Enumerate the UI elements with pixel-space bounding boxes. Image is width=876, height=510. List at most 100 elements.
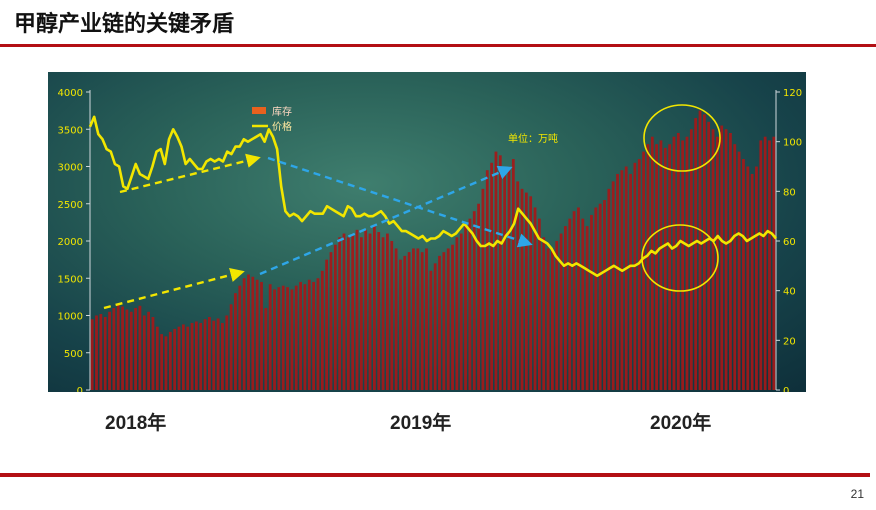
inventory-bar bbox=[486, 170, 489, 390]
inventory-bar bbox=[768, 140, 771, 390]
inventory-bar bbox=[225, 316, 228, 391]
inventory-bar bbox=[599, 204, 602, 390]
inventory-bar bbox=[729, 133, 732, 390]
left-axis-tick-label: 2500 bbox=[58, 200, 83, 211]
legend-label-inventory: 库存 bbox=[272, 105, 292, 118]
inventory-bar bbox=[429, 271, 432, 390]
inventory-bar bbox=[620, 170, 623, 390]
inventory-bar bbox=[369, 234, 372, 390]
inventory-bar bbox=[104, 317, 107, 390]
left-axis-tick-label: 3500 bbox=[58, 125, 83, 136]
inventory-bar bbox=[607, 189, 610, 390]
inventory-bar bbox=[321, 271, 324, 390]
inventory-bar bbox=[586, 226, 589, 390]
inventory-bar bbox=[503, 174, 506, 390]
inventory-bar bbox=[273, 289, 276, 390]
inventory-bar bbox=[364, 230, 367, 390]
inventory-bar bbox=[681, 140, 684, 390]
inventory-bar bbox=[325, 260, 328, 390]
inventory-bar bbox=[560, 234, 563, 390]
inventory-bar bbox=[442, 252, 445, 390]
inventory-bar bbox=[477, 204, 480, 390]
inventory-bar bbox=[581, 219, 584, 390]
footer-divider bbox=[0, 473, 870, 477]
inventory-bar bbox=[121, 307, 124, 390]
inventory-bar bbox=[616, 174, 619, 390]
inventory-bar bbox=[195, 321, 198, 390]
inventory-bar bbox=[91, 319, 94, 390]
inventory-bar bbox=[495, 152, 498, 390]
inventory-bar bbox=[178, 327, 181, 390]
inventory-bar bbox=[108, 312, 111, 390]
left-axis-tick-label: 4000 bbox=[58, 88, 83, 99]
inventory-bar bbox=[191, 323, 194, 390]
inventory-bar bbox=[647, 144, 650, 390]
inventory-bar bbox=[238, 286, 241, 390]
inventory-bar bbox=[260, 282, 263, 390]
inventory-bar bbox=[455, 237, 458, 390]
inventory-price-chart: 0 500 1000 1500 2000 2500 3000 3500 4000 0 20 40 60… bbox=[48, 72, 806, 392]
inventory-bar bbox=[338, 237, 341, 390]
inventory-bar bbox=[577, 207, 580, 390]
inventory-bar bbox=[299, 282, 302, 390]
inventory-bar bbox=[208, 317, 211, 390]
year-label-2018: 2018年 bbox=[105, 408, 166, 435]
inventory-bar bbox=[590, 215, 593, 390]
inventory-bar bbox=[412, 248, 415, 390]
inventory-bar bbox=[408, 252, 411, 390]
inventory-bar bbox=[304, 284, 307, 390]
inventory-bar bbox=[139, 306, 142, 390]
inventory-bar bbox=[499, 155, 502, 390]
left-axis-tick-label: 500 bbox=[64, 349, 83, 360]
inventory-bar bbox=[759, 140, 762, 390]
inventory-bar bbox=[247, 275, 250, 390]
right-axis-tick-label: 0 bbox=[783, 386, 789, 392]
inventory-bar bbox=[564, 226, 567, 390]
inventory-bar bbox=[521, 189, 524, 390]
inventory-bar bbox=[221, 323, 224, 390]
inventory-bar bbox=[199, 323, 202, 390]
inventory-bar bbox=[634, 163, 637, 390]
left-axis-tick-label: 3000 bbox=[58, 163, 83, 174]
inventory-bar bbox=[525, 193, 528, 390]
inventory-bar bbox=[286, 287, 289, 390]
inventory-bar bbox=[317, 278, 320, 390]
inventory-bar bbox=[173, 329, 176, 390]
inventory-bar bbox=[542, 237, 545, 390]
inventory-bar bbox=[156, 327, 159, 390]
inventory-bar bbox=[746, 167, 749, 391]
inventory-bar bbox=[668, 144, 671, 390]
inventory-bar bbox=[434, 263, 437, 390]
inventory-bar bbox=[282, 286, 285, 390]
inventory-bar bbox=[399, 260, 402, 390]
inventory-bar bbox=[334, 245, 337, 390]
inventory-bar bbox=[147, 312, 150, 390]
left-axis-tick-label: 2000 bbox=[58, 237, 83, 248]
inventory-bar bbox=[95, 316, 98, 391]
inventory-bar bbox=[351, 234, 354, 390]
right-axis-tick-label: 60 bbox=[783, 237, 796, 248]
inventory-bars bbox=[91, 111, 775, 390]
inventory-bar bbox=[742, 159, 745, 390]
inventory-bar bbox=[555, 241, 558, 390]
inventory-bar bbox=[686, 137, 689, 390]
chart-panel: 0 500 1000 1500 2000 2500 3000 3500 4000 0 20 40 60… bbox=[48, 72, 806, 392]
unit-note: 单位：万吨 bbox=[508, 132, 558, 145]
inventory-bar bbox=[152, 317, 155, 390]
inventory-bar bbox=[160, 334, 163, 390]
left-axis-tick-label: 1500 bbox=[58, 274, 83, 285]
inventory-bar bbox=[568, 219, 571, 390]
inventory-bar bbox=[264, 308, 267, 390]
inventory-bar bbox=[512, 159, 515, 390]
inventory-bar bbox=[594, 207, 597, 390]
inventory-bar bbox=[625, 167, 628, 391]
inventory-bar bbox=[725, 129, 728, 390]
inventory-bar bbox=[390, 241, 393, 390]
right-axis: 0 20 40 60 80 100 120 bbox=[776, 88, 802, 392]
inventory-bar bbox=[712, 129, 715, 390]
inventory-bar bbox=[295, 286, 298, 390]
inventory-bar bbox=[308, 280, 311, 390]
inventory-bar bbox=[755, 167, 758, 391]
inventory-bar bbox=[508, 167, 511, 391]
inventory-bar bbox=[165, 336, 168, 390]
